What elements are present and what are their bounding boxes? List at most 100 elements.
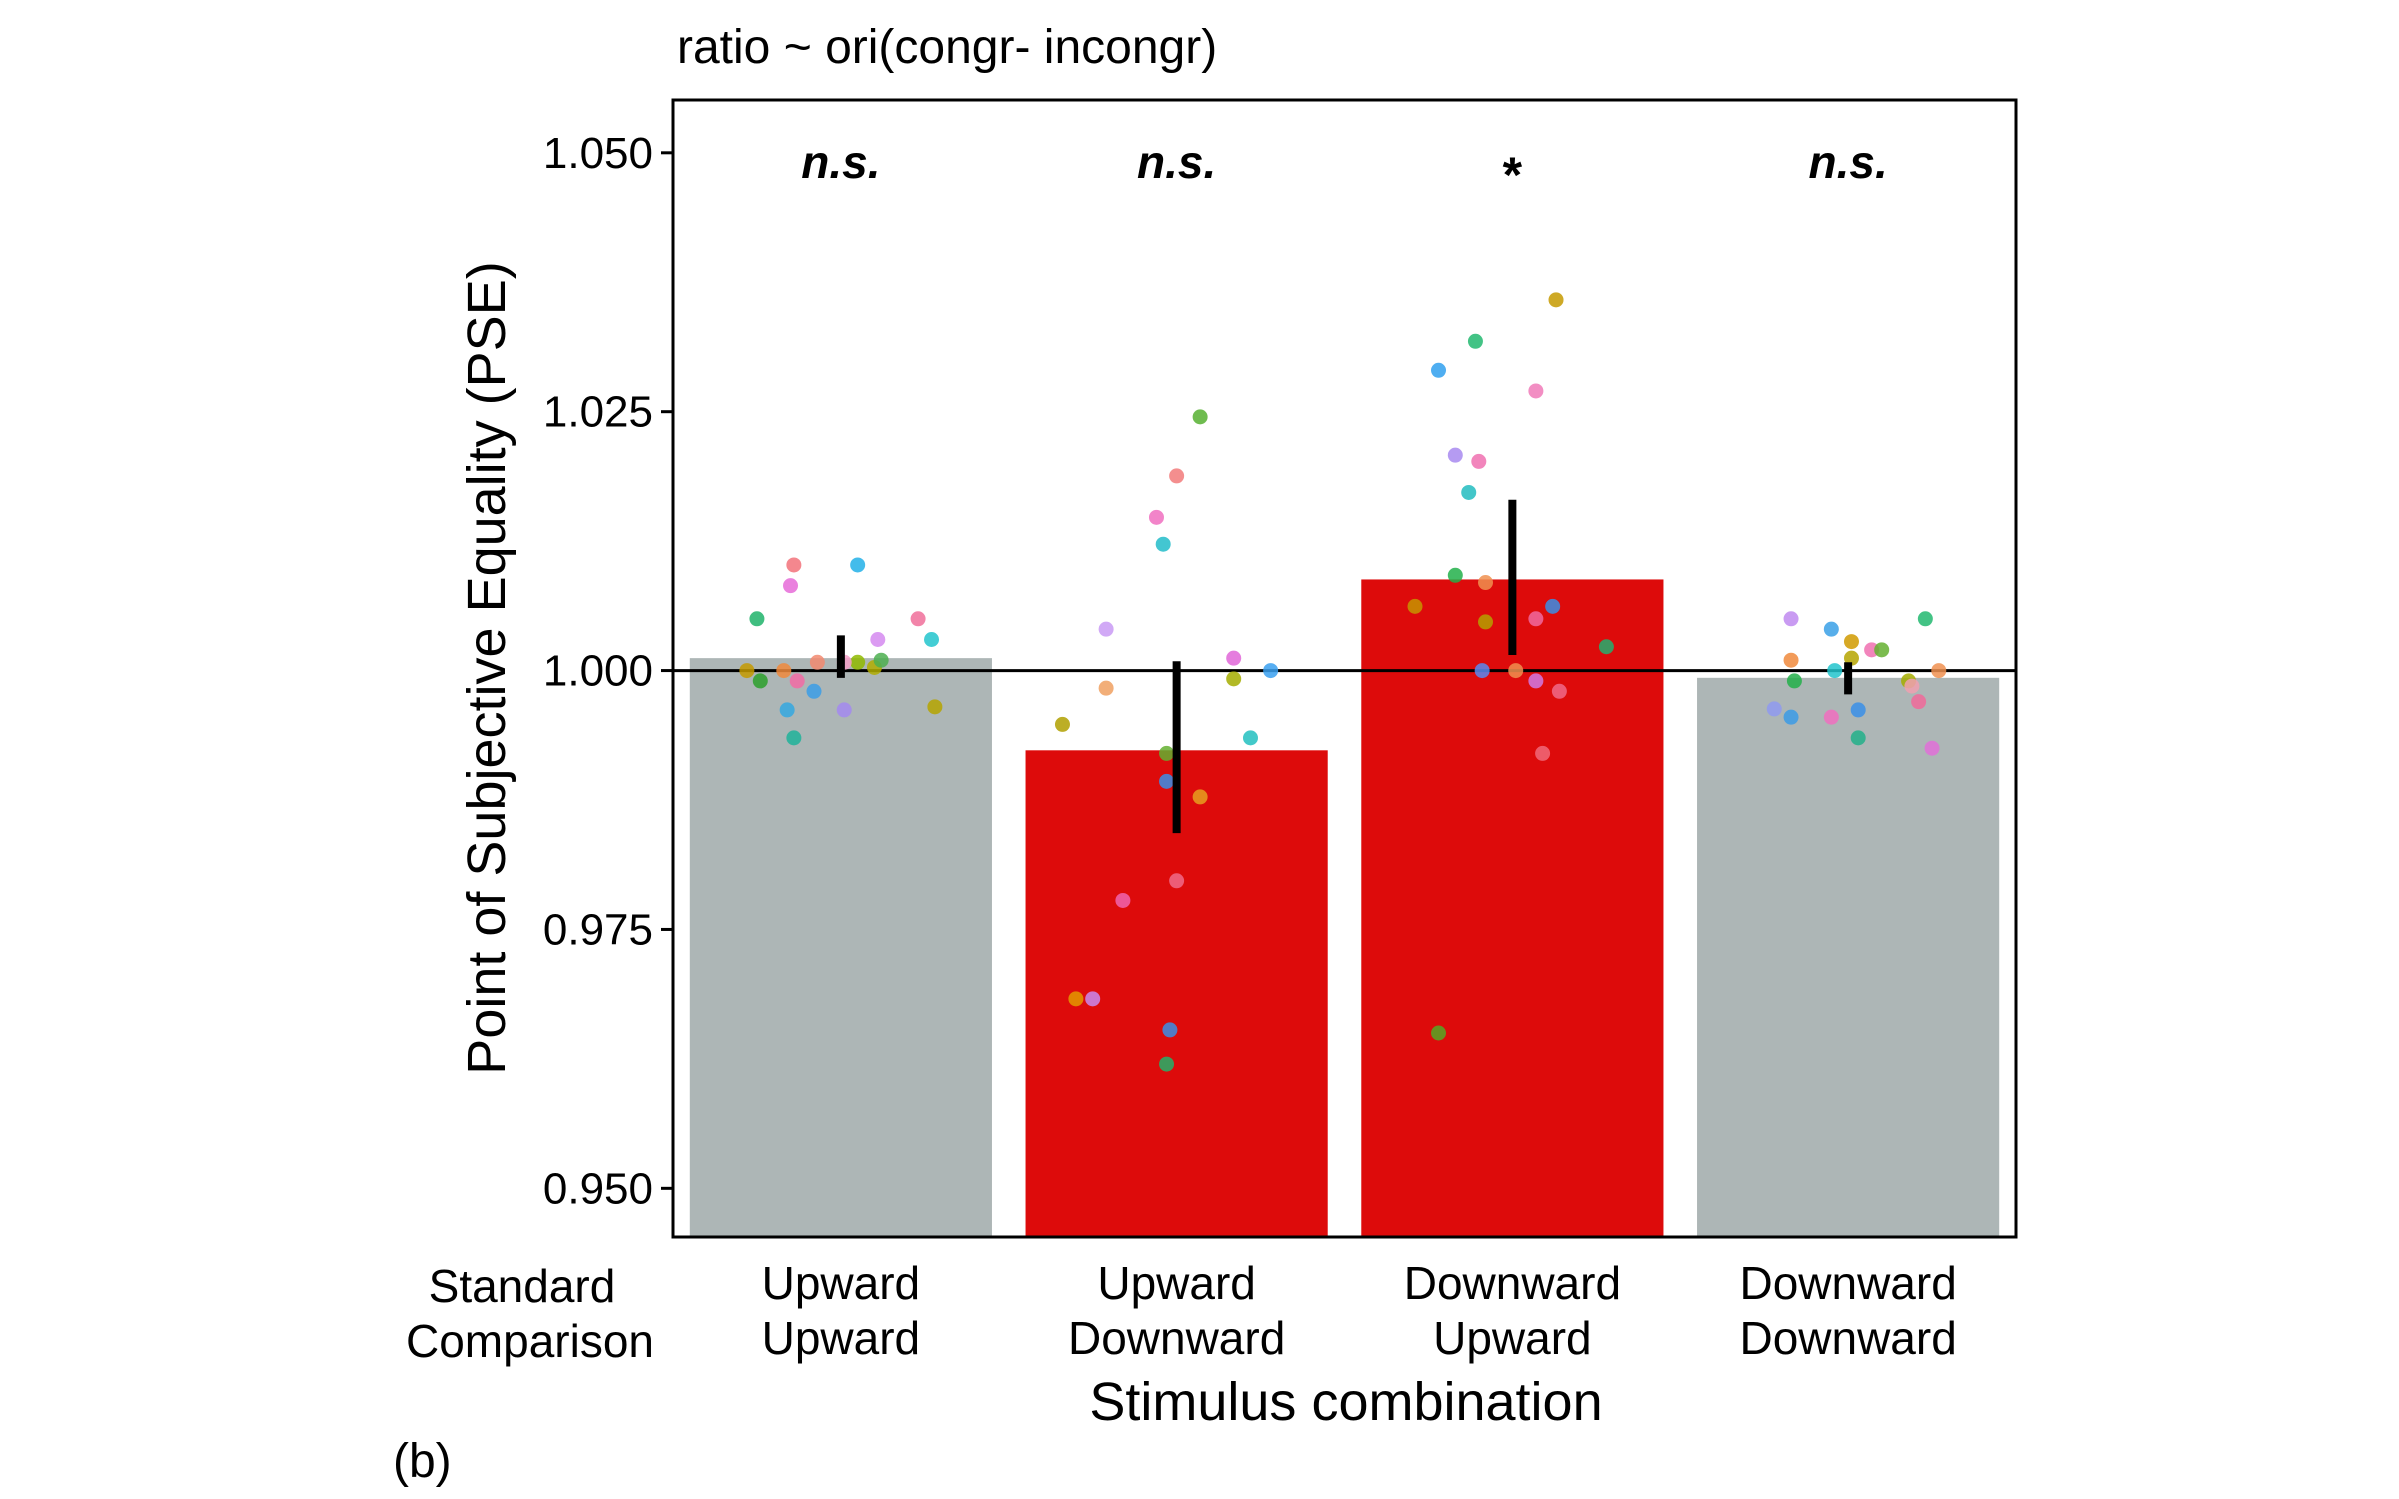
data-point-3-16: [1535, 745, 1551, 761]
data-point-3-7: [1467, 333, 1483, 349]
y-tick-label-3: 1.000: [543, 647, 653, 696]
data-point-3-1: [1407, 598, 1423, 614]
data-point-2-7: [1148, 509, 1164, 525]
data-point-2-2: [1068, 991, 1084, 1007]
data-point-4-17: [1911, 694, 1927, 710]
data-point-2-1: [1054, 716, 1070, 732]
x-tick-label-comparison-3: Upward: [1433, 1312, 1592, 1364]
data-point-3-20: [1598, 639, 1614, 655]
data-point-2-9: [1159, 1056, 1175, 1072]
data-point-1-20: [927, 699, 943, 715]
data-point-1-13: [850, 654, 866, 670]
data-point-2-6: [1115, 892, 1131, 908]
y-axis: 0.950 0.975 1.000 1.025 1.050: [543, 129, 673, 1213]
y-tick-label-4: 1.025: [543, 388, 653, 437]
data-point-4-4: [1783, 652, 1799, 668]
data-point-1-8: [786, 557, 802, 573]
data-point-4-2: [1783, 709, 1799, 725]
x-axis-category-labels: UpwardUpwardUpwardDownwardDownwardUpward…: [762, 1257, 1957, 1364]
y-tick-label-2: 0.975: [543, 905, 653, 954]
data-point-2-19: [1242, 730, 1258, 746]
bar-3: [1361, 579, 1664, 1237]
data-point-1-2: [749, 611, 765, 627]
data-point-4-20: [1931, 663, 1947, 679]
data-point-3-12: [1508, 663, 1524, 679]
data-point-1-17: [870, 632, 886, 648]
panel-label: (b): [393, 1435, 452, 1488]
data-point-4-10: [1843, 650, 1859, 666]
data-point-4-8: [1827, 663, 1843, 679]
data-point-3-18: [1551, 683, 1567, 699]
data-point-3-19: [1548, 292, 1564, 308]
x-tick-label-comparison-4: Downward: [1739, 1312, 1956, 1364]
data-point-4-11: [1850, 702, 1866, 718]
data-point-3-13: [1528, 611, 1544, 627]
data-point-3-14: [1528, 673, 1544, 689]
data-point-4-6: [1823, 709, 1839, 725]
data-point-4-12: [1850, 730, 1866, 746]
data-point-2-17: [1226, 650, 1242, 666]
y-axis-title: Point of Subjective Equality (PSE): [457, 261, 517, 1074]
x-tick-label-standard-3: Downward: [1404, 1257, 1621, 1309]
data-point-3-3: [1431, 362, 1447, 378]
y-tick-label-5: 1.050: [543, 129, 653, 178]
significance-label-1: n.s.: [801, 136, 880, 188]
data-point-1-16: [873, 652, 889, 668]
x-tick-label-comparison-1: Upward: [762, 1312, 921, 1364]
data-point-3-10: [1478, 575, 1494, 591]
data-point-4-14: [1874, 642, 1890, 658]
data-point-1-15: [850, 557, 866, 573]
data-point-1-1: [739, 663, 755, 679]
data-point-2-3: [1085, 991, 1101, 1007]
row-header-standard: Standard: [429, 1260, 616, 1312]
x-tick-label-standard-1: Upward: [762, 1257, 921, 1309]
bar-1: [689, 658, 992, 1237]
data-point-3-6: [1461, 484, 1477, 500]
x-axis-title: Stimulus combination: [1089, 1372, 1602, 1432]
data-point-2-15: [1192, 789, 1208, 805]
data-point-3-17: [1545, 598, 1561, 614]
data-point-4-9: [1843, 634, 1859, 650]
data-point-4-18: [1917, 611, 1933, 627]
data-point-2-16: [1192, 409, 1208, 425]
data-point-2-11: [1159, 773, 1175, 789]
data-point-2-13: [1169, 873, 1185, 889]
bar-4: [1697, 677, 2000, 1237]
x-tick-label-standard-4: Downward: [1739, 1257, 1956, 1309]
y-tick-label-1: 0.950: [543, 1164, 653, 1213]
significance-label-2: n.s.: [1137, 136, 1216, 188]
significance-label-4: n.s.: [1809, 136, 1888, 188]
data-point-3-11: [1478, 614, 1494, 630]
data-point-1-6: [786, 730, 802, 746]
data-point-3-8: [1471, 453, 1487, 469]
data-point-4-5: [1786, 673, 1802, 689]
x-tick-label-comparison-2: Downward: [1068, 1312, 1285, 1364]
significance-label-3: *: [1503, 147, 1523, 203]
data-point-4-19: [1924, 740, 1940, 756]
data-point-1-9: [789, 673, 805, 689]
data-point-2-8: [1155, 536, 1171, 552]
data-point-1-11: [809, 654, 825, 670]
chart-title: ratio ~ ori(congr- incongr): [677, 21, 1217, 74]
data-point-3-5: [1447, 447, 1463, 463]
data-point-1-19: [924, 632, 940, 648]
data-point-2-10: [1159, 745, 1175, 761]
data-point-4-3: [1783, 611, 1799, 627]
data-point-1-7: [783, 578, 799, 594]
data-point-4-1: [1766, 701, 1782, 717]
x-tick-label-standard-2: Upward: [1097, 1257, 1256, 1309]
bars-layer: [689, 579, 2000, 1237]
data-point-1-12: [836, 702, 852, 718]
data-point-3-9: [1474, 663, 1490, 679]
error-bars-layer: [836, 499, 1853, 834]
data-point-3-2: [1431, 1025, 1447, 1041]
data-point-2-12: [1162, 1022, 1178, 1038]
significance-labels: n.s. n.s. * n.s.: [801, 136, 1888, 203]
data-point-2-20: [1263, 663, 1279, 679]
row-header-comparison: Comparison: [406, 1315, 654, 1367]
data-point-4-16: [1904, 678, 1920, 694]
data-point-1-10: [806, 683, 822, 699]
data-point-2-14: [1169, 468, 1185, 484]
plot-panel-border: [671, 98, 2018, 1239]
